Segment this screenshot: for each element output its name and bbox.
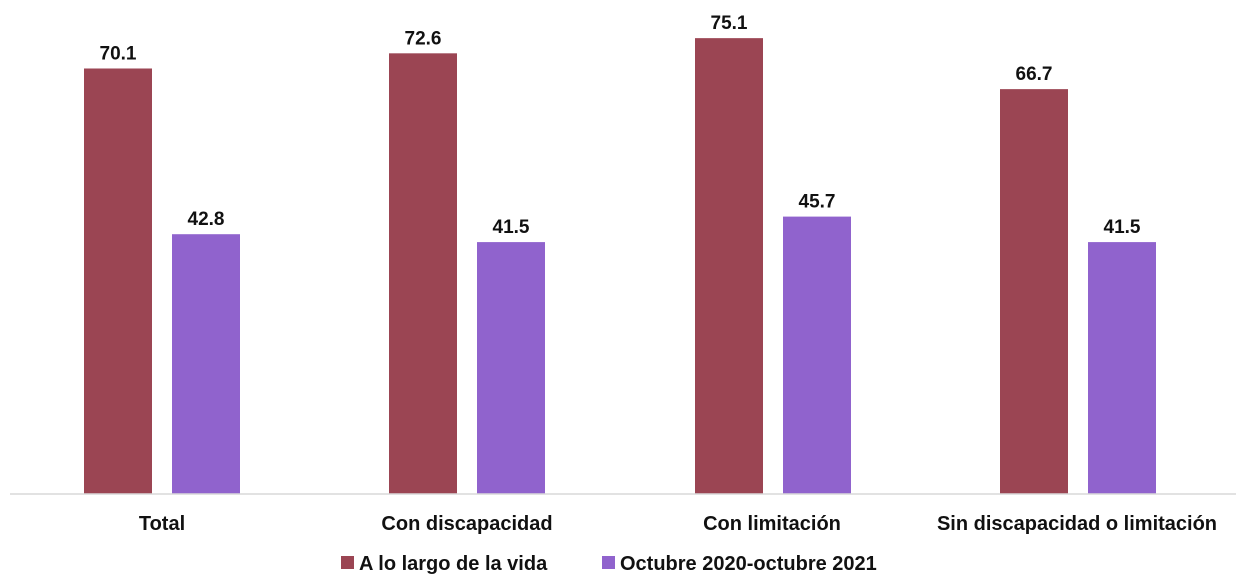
bar-series-2-cat-1 — [172, 234, 240, 495]
legend-swatch-series-1 — [341, 556, 354, 569]
bar-series-1-cat-4 — [1000, 89, 1068, 495]
value-label-series-2-cat-4: 41.5 — [1104, 217, 1141, 238]
value-labels-group: 70.1 72.6 75.1 66.7 42.8 41.5 45.7 41.5 — [100, 13, 1141, 238]
legend-label-series-1: A lo largo de la vida — [359, 553, 548, 575]
value-label-series-2-cat-2: 41.5 — [493, 217, 530, 238]
legend-label-series-2: Octubre 2020-octubre 2021 — [620, 553, 877, 575]
bar-series-2-cat-3 — [783, 216, 851, 494]
value-label-series-1-cat-1: 70.1 — [100, 43, 137, 64]
legend-swatch-series-2 — [602, 556, 615, 569]
category-label-4: Sin discapacidad o limitación — [937, 513, 1217, 535]
bar-series-1-cat-1 — [84, 68, 152, 495]
value-label-series-1-cat-3: 75.1 — [711, 13, 748, 34]
value-label-series-1-cat-2: 72.6 — [405, 28, 442, 49]
category-label-2: Con discapacidad — [381, 513, 552, 535]
bar-series-2-cat-4 — [1088, 242, 1156, 494]
value-label-series-2-cat-1: 42.8 — [188, 209, 225, 230]
category-label-3: Con limitación — [703, 513, 841, 535]
category-label-1: Total — [139, 513, 185, 535]
bar-series-2-cat-2 — [477, 242, 545, 494]
legend-item-series-1: A lo largo de la vida — [341, 553, 548, 575]
value-label-series-2-cat-3: 45.7 — [799, 192, 836, 213]
bar-series-1-cat-2 — [389, 53, 457, 495]
bar-series-1-cat-3 — [695, 38, 763, 494]
value-label-series-1-cat-4: 66.7 — [1016, 64, 1053, 85]
bars-group — [84, 38, 1156, 495]
category-labels-group: Total Con discapacidad Con limitación Sin d… — [139, 513, 1217, 535]
legend: A lo largo de la vida Octubre 2020-octub… — [341, 553, 877, 575]
legend-item-series-2: Octubre 2020-octubre 2021 — [602, 553, 877, 575]
